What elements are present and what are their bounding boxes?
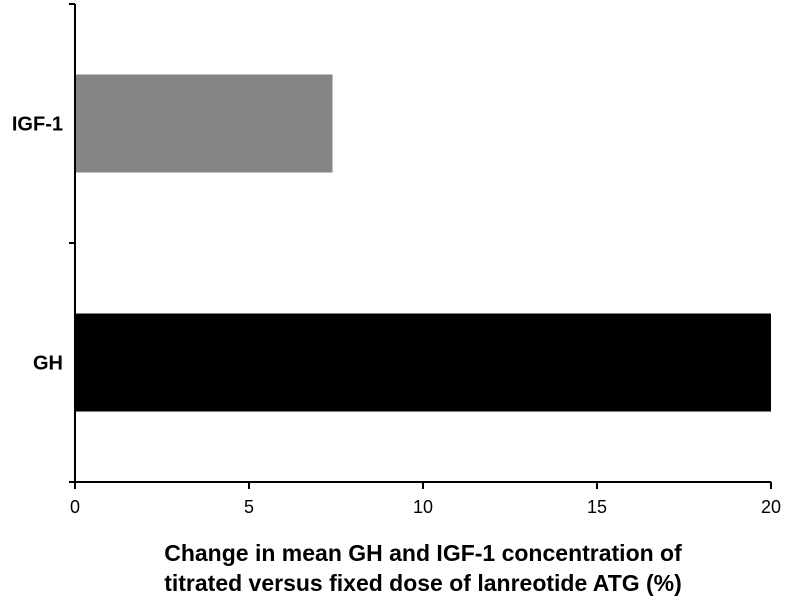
category-labels-group: IGF-1 GH (12, 114, 63, 375)
x-tick-label-0: 0 (70, 497, 80, 517)
bar-igf-1 (75, 74, 333, 173)
bars-group (75, 74, 771, 412)
x-axis-title-line-1: Change in mean GH and IGF-1 concentratio… (164, 540, 682, 566)
x-ticks-group: 0 5 10 15 20 (70, 482, 781, 517)
category-label-gh: GH (33, 353, 63, 375)
x-axis-title-line-2: titrated versus fixed dose of lanreotide… (164, 570, 682, 596)
x-tick-label-20: 20 (761, 497, 781, 517)
category-label-igf-1: IGF-1 (12, 114, 63, 136)
x-tick-label-15: 15 (587, 497, 607, 517)
bar-gh (75, 313, 771, 412)
x-tick-label-10: 10 (413, 497, 433, 517)
x-tick-label-5: 5 (244, 497, 254, 517)
